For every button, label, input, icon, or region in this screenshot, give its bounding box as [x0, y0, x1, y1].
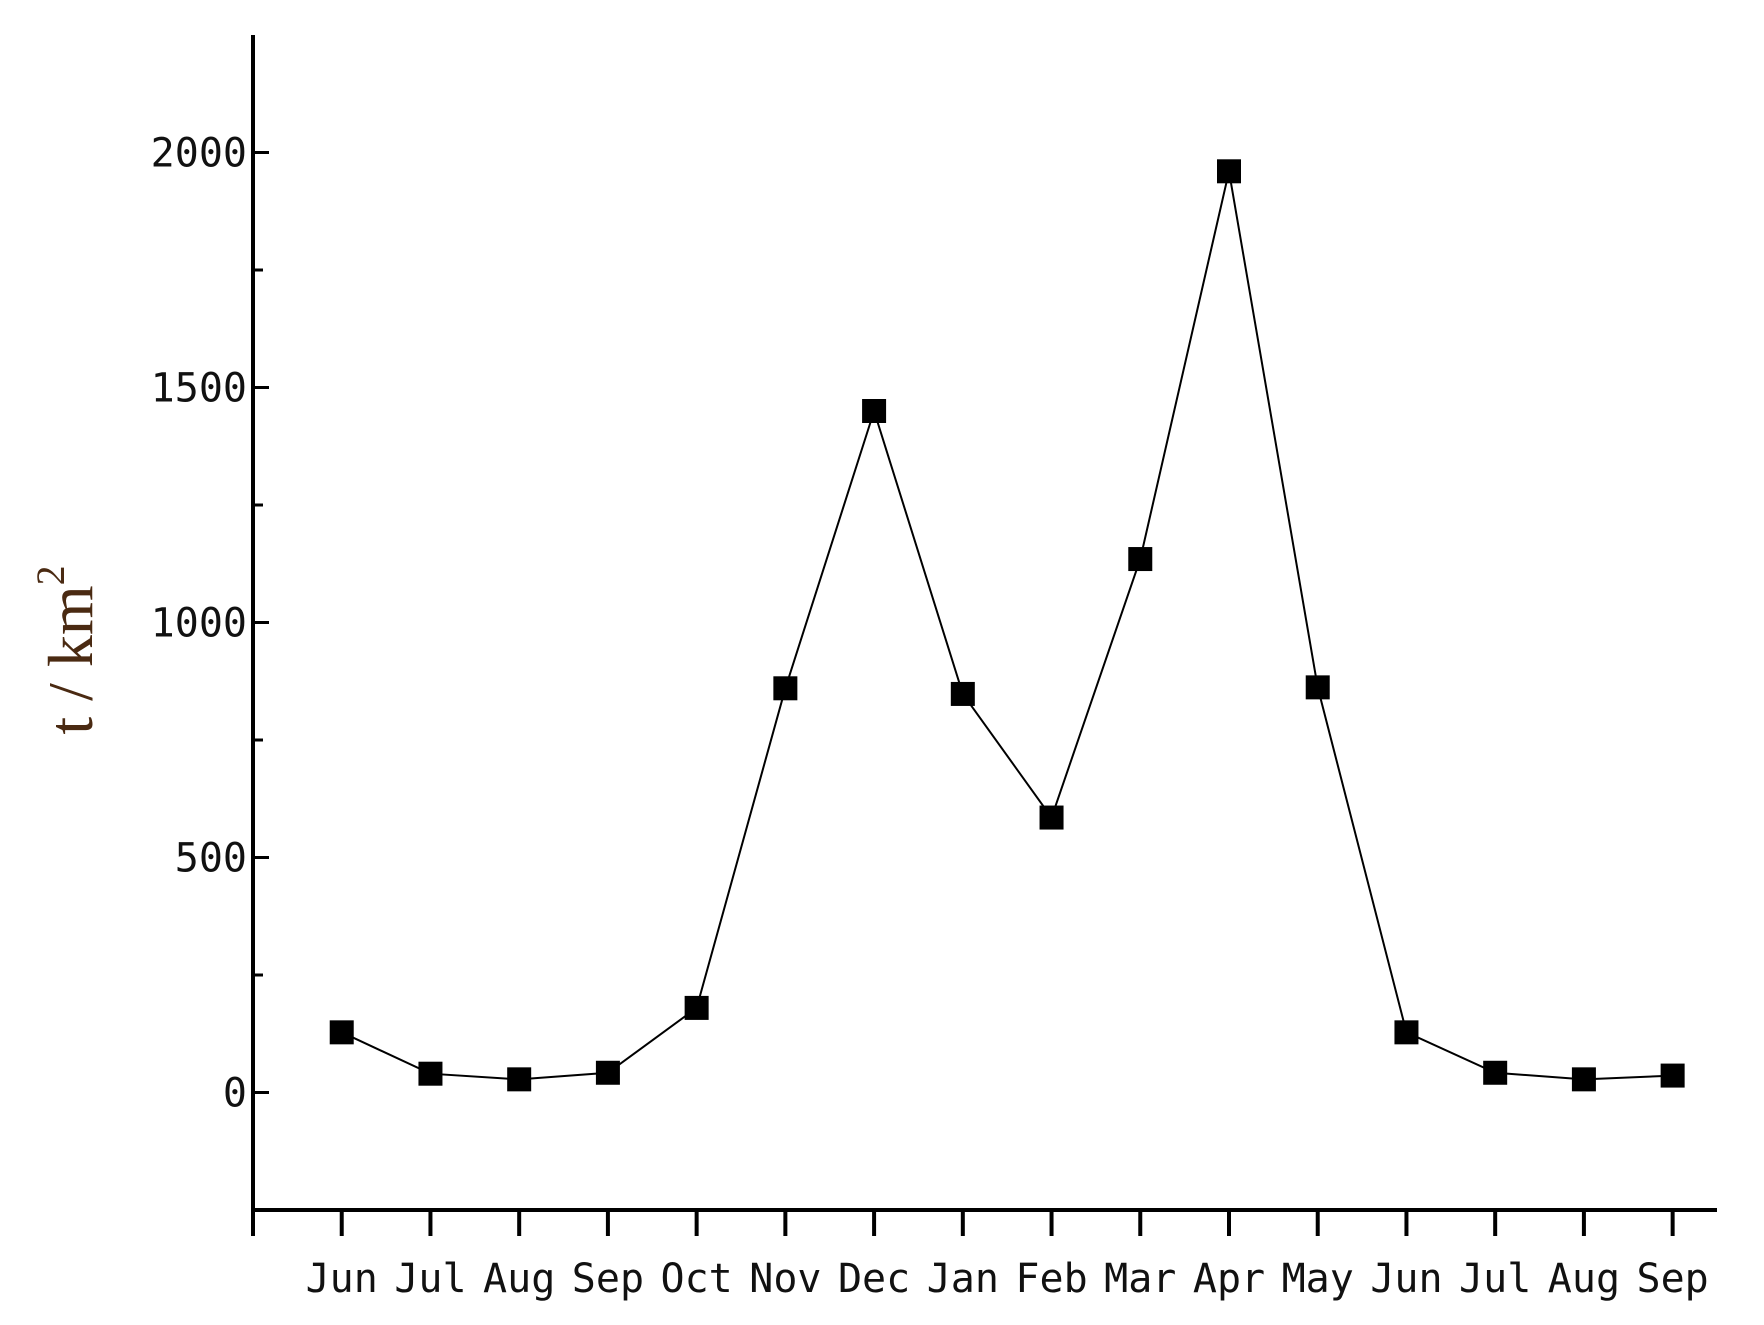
data-point-marker: [684, 995, 709, 1020]
x-tick-label: Jul: [394, 1256, 466, 1302]
data-point-marker: [862, 399, 887, 423]
data-point-marker: [1217, 159, 1241, 184]
data-point-marker: [1128, 547, 1153, 572]
data-point-marker: [329, 1020, 354, 1045]
x-tick-label: Jun: [306, 1256, 378, 1302]
axes: [251, 35, 1717, 1212]
x-tick-label: Nov: [749, 1256, 821, 1302]
data-point-marker: [773, 676, 798, 701]
y-tick-label: 1000: [151, 601, 247, 647]
x-tick-label: Oct: [661, 1256, 733, 1302]
y-tick-label: 1500: [151, 366, 247, 412]
y-axis-label-superscript: 2: [28, 565, 73, 585]
series-line: [341, 171, 1673, 1081]
data-point-marker: [1483, 1060, 1508, 1085]
x-tick-label: Aug: [483, 1256, 555, 1302]
x-tick-label: Dec: [838, 1256, 910, 1302]
x-tick-label: Sep: [572, 1256, 644, 1302]
data-point-marker: [507, 1067, 532, 1092]
data-point-marker: [1394, 1020, 1419, 1045]
x-ticks: Jun Jul Aug Sep Oct Nov Dec Jan Feb Mar Apr May Jun J…: [251, 1210, 1709, 1302]
data-point-marker: [1039, 805, 1064, 830]
series: [329, 159, 1685, 1092]
y-tick-label: 0: [223, 1071, 247, 1117]
x-tick-label: Jun: [1370, 1256, 1442, 1302]
y-tick-label: 2000: [151, 131, 247, 177]
y-ticks: 0 500 1000 1500 2000: [151, 131, 269, 1117]
x-tick-label: May: [1282, 1256, 1354, 1302]
svg-text:t / km2: t / km2: [28, 565, 106, 734]
data-point-marker: [418, 1061, 443, 1086]
data-point-marker: [595, 1060, 620, 1085]
data-point-marker: [1571, 1067, 1596, 1092]
x-tick-label: Apr: [1193, 1256, 1265, 1302]
y-tick-label: 500: [175, 836, 247, 882]
x-tick-label: Aug: [1548, 1256, 1620, 1302]
y-axis-label-text: t / km: [35, 585, 106, 734]
x-tick-label: Sep: [1637, 1256, 1709, 1302]
x-tick-label: Feb: [1015, 1256, 1087, 1302]
data-point-marker: [950, 681, 975, 706]
x-tick-label: Mar: [1104, 1256, 1176, 1302]
x-tick-label: Jul: [1459, 1256, 1531, 1302]
data-point-marker: [1660, 1063, 1685, 1088]
y-axis-label: t / km2: [28, 565, 106, 734]
data-point-marker: [1305, 675, 1330, 700]
x-tick-label: Jan: [927, 1256, 999, 1302]
